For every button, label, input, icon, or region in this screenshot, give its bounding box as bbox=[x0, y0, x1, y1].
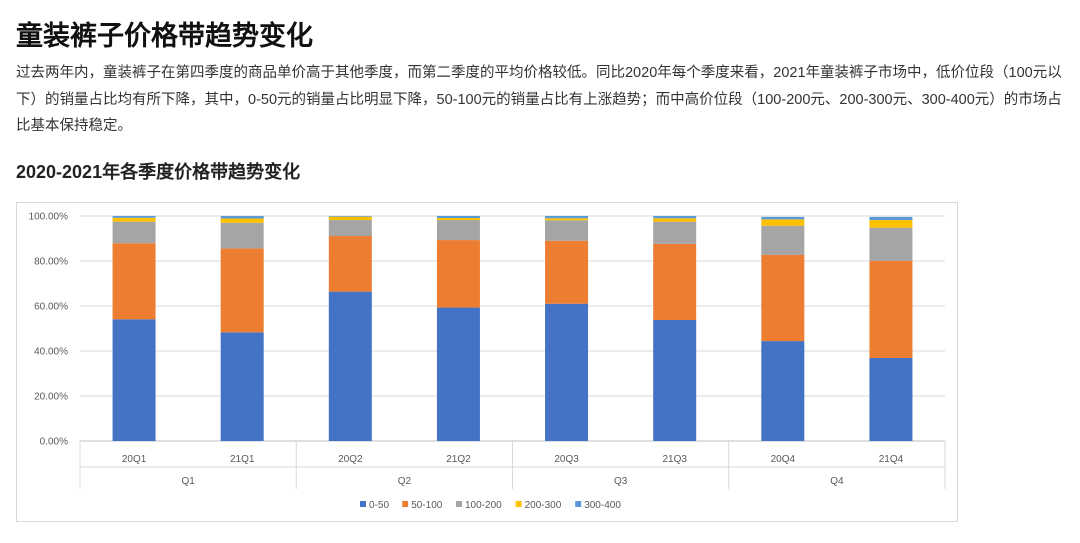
y-tick-label: 60.00% bbox=[34, 302, 68, 313]
legend-swatch bbox=[456, 501, 462, 507]
legend-label: 200-300 bbox=[525, 500, 562, 511]
bar-segment bbox=[328, 216, 372, 221]
bar-segment bbox=[869, 220, 913, 228]
bar-segment bbox=[545, 303, 589, 441]
legend-swatch bbox=[575, 501, 582, 507]
x-tick-label: 20Q1 bbox=[122, 454, 147, 465]
bar-segment bbox=[220, 222, 264, 249]
x-tick-label: 21Q1 bbox=[230, 454, 255, 465]
bar-segment bbox=[436, 220, 480, 241]
bar-segment bbox=[653, 221, 697, 244]
bar-segment bbox=[545, 216, 589, 219]
x-tick-label: 20Q2 bbox=[338, 454, 363, 465]
bar-segment bbox=[112, 243, 156, 320]
y-tick-label: 0.00% bbox=[40, 437, 68, 448]
legend-swatch bbox=[402, 501, 409, 507]
y-tick-label: 100.00% bbox=[29, 212, 69, 223]
bar-segment bbox=[220, 218, 264, 223]
group-label: Q1 bbox=[181, 476, 195, 487]
legend-swatch bbox=[515, 501, 522, 507]
legend-label: 300-400 bbox=[584, 500, 621, 511]
bar-segment bbox=[545, 240, 589, 304]
bar-segment bbox=[328, 220, 372, 237]
x-tick-label: 21Q3 bbox=[662, 454, 687, 465]
bar-segment bbox=[869, 357, 913, 441]
bar-segment bbox=[869, 227, 913, 261]
x-tick-label: 20Q4 bbox=[771, 454, 796, 465]
bar-segment bbox=[328, 291, 372, 441]
x-tick-label: 21Q4 bbox=[879, 454, 904, 465]
bar-segment bbox=[328, 236, 372, 292]
group-label: Q2 bbox=[398, 476, 412, 487]
chart-container bbox=[16, 202, 958, 522]
bar-segment bbox=[112, 319, 156, 441]
bar-segment bbox=[112, 217, 156, 222]
bar-segment bbox=[761, 254, 805, 342]
y-tick-label: 40.00% bbox=[34, 347, 68, 358]
legend-swatch bbox=[360, 501, 366, 507]
y-tick-label: 20.00% bbox=[34, 392, 68, 403]
page-title: 童装裤子价格带趋势变化 bbox=[16, 21, 313, 51]
bar-segment bbox=[545, 218, 589, 221]
bar-segment bbox=[112, 221, 156, 244]
bar-segment bbox=[112, 216, 156, 218]
x-tick-label: 21Q2 bbox=[446, 454, 471, 465]
bar-segment bbox=[653, 319, 697, 441]
bar-segment bbox=[653, 218, 697, 222]
y-tick-label: 80.00% bbox=[34, 257, 68, 268]
legend-label: 50-100 bbox=[411, 500, 443, 511]
bar-segment bbox=[653, 216, 697, 219]
group-label: Q3 bbox=[614, 476, 628, 487]
description-paragraph: 过去两年内，童装裤子在第四季度的商品单价高于其他季度，而第二季度的平均价格较低。… bbox=[16, 65, 1062, 134]
bar-segment bbox=[761, 216, 805, 220]
bar-segment bbox=[869, 260, 913, 358]
bar-segment bbox=[761, 219, 805, 226]
bar-segment bbox=[761, 341, 805, 441]
group-label: Q4 bbox=[830, 476, 844, 487]
bar-segment bbox=[436, 216, 480, 219]
bar-segment bbox=[869, 216, 913, 221]
bar-segment bbox=[220, 332, 264, 441]
legend-label: 100-200 bbox=[465, 500, 502, 511]
bar-segment bbox=[436, 240, 480, 308]
bar-segment bbox=[328, 216, 372, 217]
bar-segment bbox=[436, 218, 480, 221]
bar-segment bbox=[220, 216, 264, 219]
legend-label: 0-50 bbox=[369, 500, 389, 511]
bar-segment bbox=[436, 307, 480, 441]
bar-segment bbox=[220, 248, 264, 333]
bar-segment bbox=[653, 243, 697, 320]
chart-title: 2020-2021年各季度价格带趋势变化 bbox=[16, 162, 301, 182]
x-tick-label: 20Q3 bbox=[554, 454, 579, 465]
bar-segment bbox=[761, 225, 805, 255]
bar-segment bbox=[545, 220, 589, 241]
